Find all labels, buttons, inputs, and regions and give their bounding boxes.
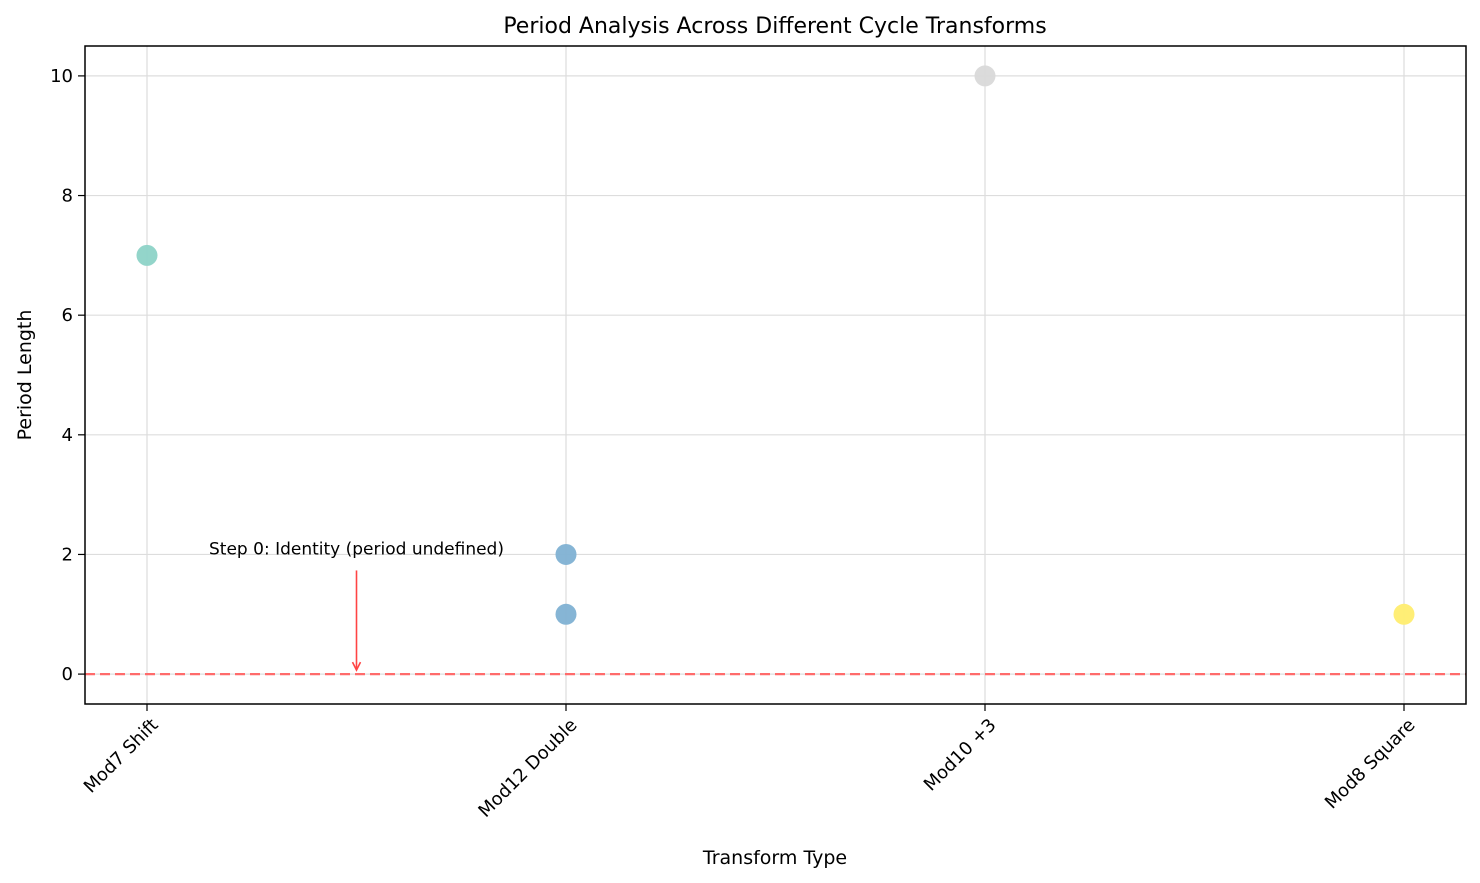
chart-title: Period Analysis Across Different Cycle T… bbox=[503, 14, 1046, 39]
y-tick-label: 10 bbox=[50, 66, 73, 87]
y-tick-label: 0 bbox=[62, 664, 73, 685]
plot-frame bbox=[84, 45, 1467, 705]
data-point bbox=[555, 543, 577, 565]
y-tick-label: 6 bbox=[62, 305, 73, 326]
x-tick-label: Mod10 +3 bbox=[920, 715, 1001, 796]
x-tick-label: Mod12 Double bbox=[474, 715, 581, 822]
axis-ticks: Mod7 Shift Mod12 Double Mod10 +3 Mod8 Squar… bbox=[50, 66, 1419, 822]
annotation-arrowhead bbox=[351, 661, 362, 672]
data-points bbox=[136, 65, 1415, 625]
data-point bbox=[1393, 603, 1415, 625]
grid-lines bbox=[85, 46, 1466, 704]
annotation-layer: Step 0: Identity (period undefined) bbox=[209, 539, 504, 672]
data-point bbox=[136, 244, 158, 266]
data-point bbox=[555, 603, 577, 625]
x-tick-label: Mod8 Square bbox=[1321, 715, 1420, 814]
annotation-text: Step 0: Identity (period undefined) bbox=[209, 539, 504, 559]
x-axis-label: Transform Type bbox=[702, 847, 847, 869]
y-tick-label: 4 bbox=[62, 425, 73, 446]
y-axis-label: Period Length bbox=[14, 310, 36, 441]
y-tick-label: 2 bbox=[62, 544, 73, 565]
data-point bbox=[974, 65, 996, 87]
x-tick-label: Mod7 Shift bbox=[80, 715, 163, 798]
y-tick-label: 8 bbox=[62, 186, 73, 207]
